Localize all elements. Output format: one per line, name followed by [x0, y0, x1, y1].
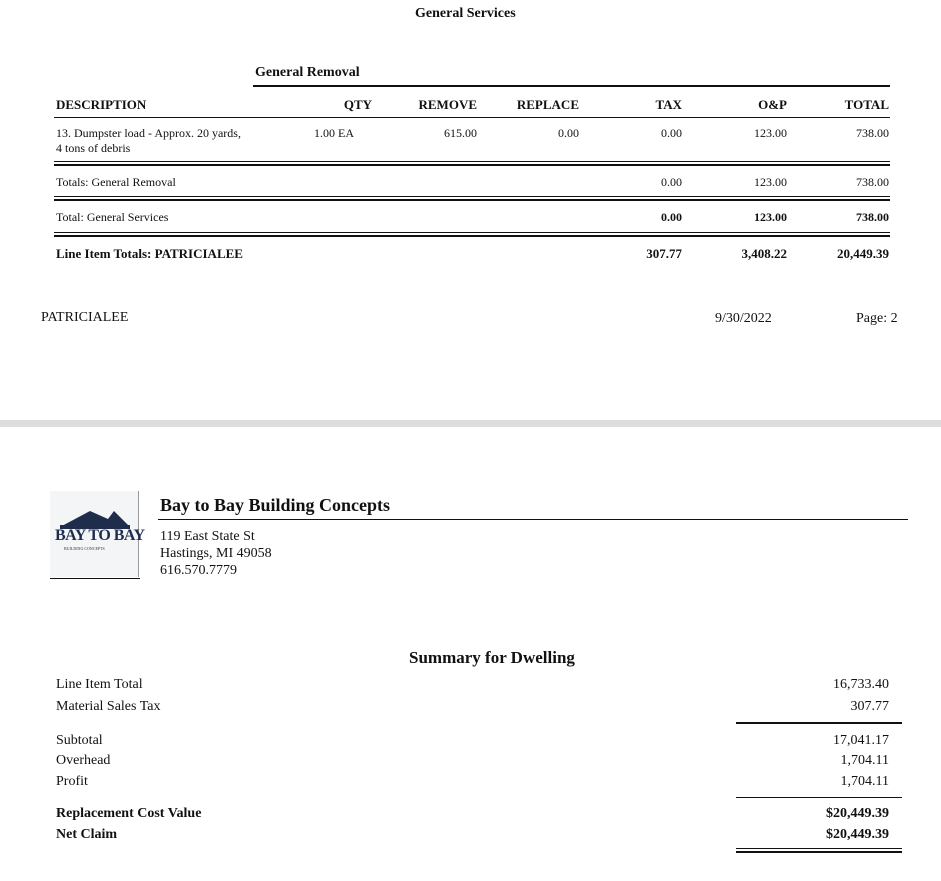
section-totals-op: 123.00 [754, 210, 787, 224]
item-description-cont: 4 tons of debris [56, 141, 131, 155]
col-total: TOTAL [844, 97, 889, 112]
footer-name: PATRICIALEE [41, 310, 129, 325]
item-qty: 1.00 EA [314, 126, 354, 140]
group-totals-tax: 0.00 [661, 175, 682, 189]
company-logo: BAY TO BAY BUILDING CONCEPTS [50, 491, 145, 577]
company-phone: 616.570.7779 [160, 563, 237, 578]
group-totals-total: 738.00 [856, 175, 889, 189]
house-roof-icon [60, 511, 130, 529]
group-totals-label: Totals: General Removal [56, 175, 176, 189]
summary-label-subtotal: Subtotal [56, 733, 103, 748]
item-op: 123.00 [754, 126, 787, 140]
summary-value-subtotal: 17,041.17 [833, 733, 889, 748]
section-totals-total: 738.00 [856, 210, 889, 224]
summary-label-sales-tax: Material Sales Tax [56, 699, 161, 714]
col-replace: REPLACE [516, 97, 579, 112]
item-description: 13. Dumpster load - Approx. 20 yards, [56, 126, 241, 140]
page-separator [0, 420, 941, 427]
summary-value-net-claim: $20,449.39 [826, 827, 889, 842]
col-op: O&P [758, 97, 787, 112]
section-totals-tax: 0.00 [661, 210, 682, 224]
summary-label-overhead: Overhead [56, 753, 111, 768]
footer-page-number: Page: 2 [856, 311, 898, 326]
section-title: General Services [415, 6, 516, 21]
company-address-line2: Hastings, MI 49058 [160, 546, 272, 561]
item-replace: 0.00 [558, 126, 579, 140]
summary-label-profit: Profit [56, 774, 88, 789]
item-total: 738.00 [856, 126, 889, 140]
item-tax: 0.00 [661, 126, 682, 140]
section-totals-label: Total: General Services [56, 210, 169, 224]
col-tax: TAX [655, 97, 682, 112]
line-item-totals-label: Line Item Totals: PATRICIALEE [56, 246, 243, 261]
summary-value-sales-tax: 307.77 [850, 699, 890, 714]
summary-value-overhead: 1,704.11 [840, 753, 889, 768]
group-title: General Removal [255, 65, 360, 80]
col-qty: QTY [343, 97, 372, 112]
line-item-totals-tax: 307.77 [646, 246, 682, 261]
summary-label-net-claim: Net Claim [56, 827, 118, 842]
group-totals-op: 123.00 [754, 175, 787, 189]
line-item-totals-op: 3,408.22 [741, 246, 788, 261]
company-address-line1: 119 East State St [160, 529, 255, 544]
summary-label-line-item-total: Line Item Total [56, 677, 143, 692]
summary-label-rcv: Replacement Cost Value [56, 806, 202, 821]
col-description: DESCRIPTION [56, 97, 147, 112]
line-item-totals-total: 20,449.39 [837, 246, 889, 261]
logo-text: BAY TO BAY [55, 527, 145, 544]
summary-value-line-item-total: 16,733.40 [833, 677, 889, 692]
summary-title: Summary for Dwelling [409, 648, 575, 667]
col-remove: REMOVE [418, 97, 478, 112]
summary-value-profit: 1,704.11 [840, 774, 889, 789]
company-name: Bay to Bay Building Concepts [160, 495, 391, 515]
logo-subtext: BUILDING CONCEPTS [64, 546, 105, 551]
footer-date: 9/30/2022 [715, 311, 772, 326]
item-remove: 615.00 [444, 126, 477, 140]
summary-value-rcv: $20,449.39 [826, 806, 889, 821]
